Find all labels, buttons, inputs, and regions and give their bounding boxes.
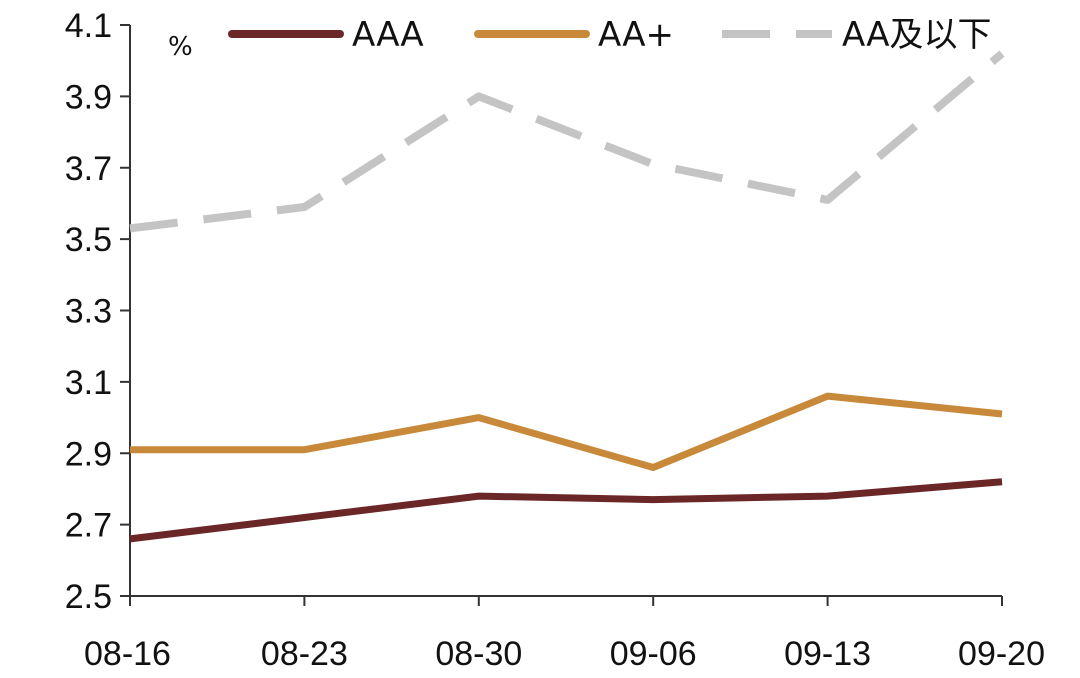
y-tick-label: 3.5 [65, 221, 112, 259]
x-tick-label: 08-16 [84, 635, 171, 673]
y-tick-label: 2.9 [65, 435, 112, 473]
x-tick-label: 08-30 [435, 635, 522, 673]
y-axis-ticks: 4.1 3.9 3.7 3.5 3.3 3.1 2.9 2.7 2.5 [65, 7, 130, 616]
series-line-3 [129, 50, 1005, 233]
series-layer [129, 50, 1005, 543]
legend-label-3: AA及以下 [842, 15, 991, 55]
x-tick-label: 08-23 [261, 635, 348, 673]
legend-label-1: AAA [352, 15, 424, 55]
x-tick-label: 09-20 [958, 635, 1045, 673]
series-line-1 [129, 478, 1003, 543]
y-tick-label: 4.1 [65, 7, 112, 45]
y-tick-label: 3.7 [65, 150, 112, 188]
y-tick-label: 3.9 [65, 78, 112, 116]
y-tick-label: 2.7 [65, 507, 112, 545]
y-tick-label: 3.3 [65, 293, 112, 331]
x-axis-ticks: 08-16 08-23 08-30 09-06 09-13 09-20 [84, 596, 1045, 673]
legend-label-2: AA+ [598, 15, 674, 55]
y-tick-label: 2.5 [65, 578, 112, 616]
y-unit-label: % [168, 32, 193, 62]
legend: AAA AA+ AA及以下 [228, 15, 991, 55]
axes [129, 25, 1002, 597]
series-line-2 [130, 392, 1003, 471]
y-tick-label: 3.1 [65, 364, 112, 402]
x-tick-label: 09-13 [784, 635, 871, 673]
x-tick-label: 09-06 [610, 635, 697, 673]
